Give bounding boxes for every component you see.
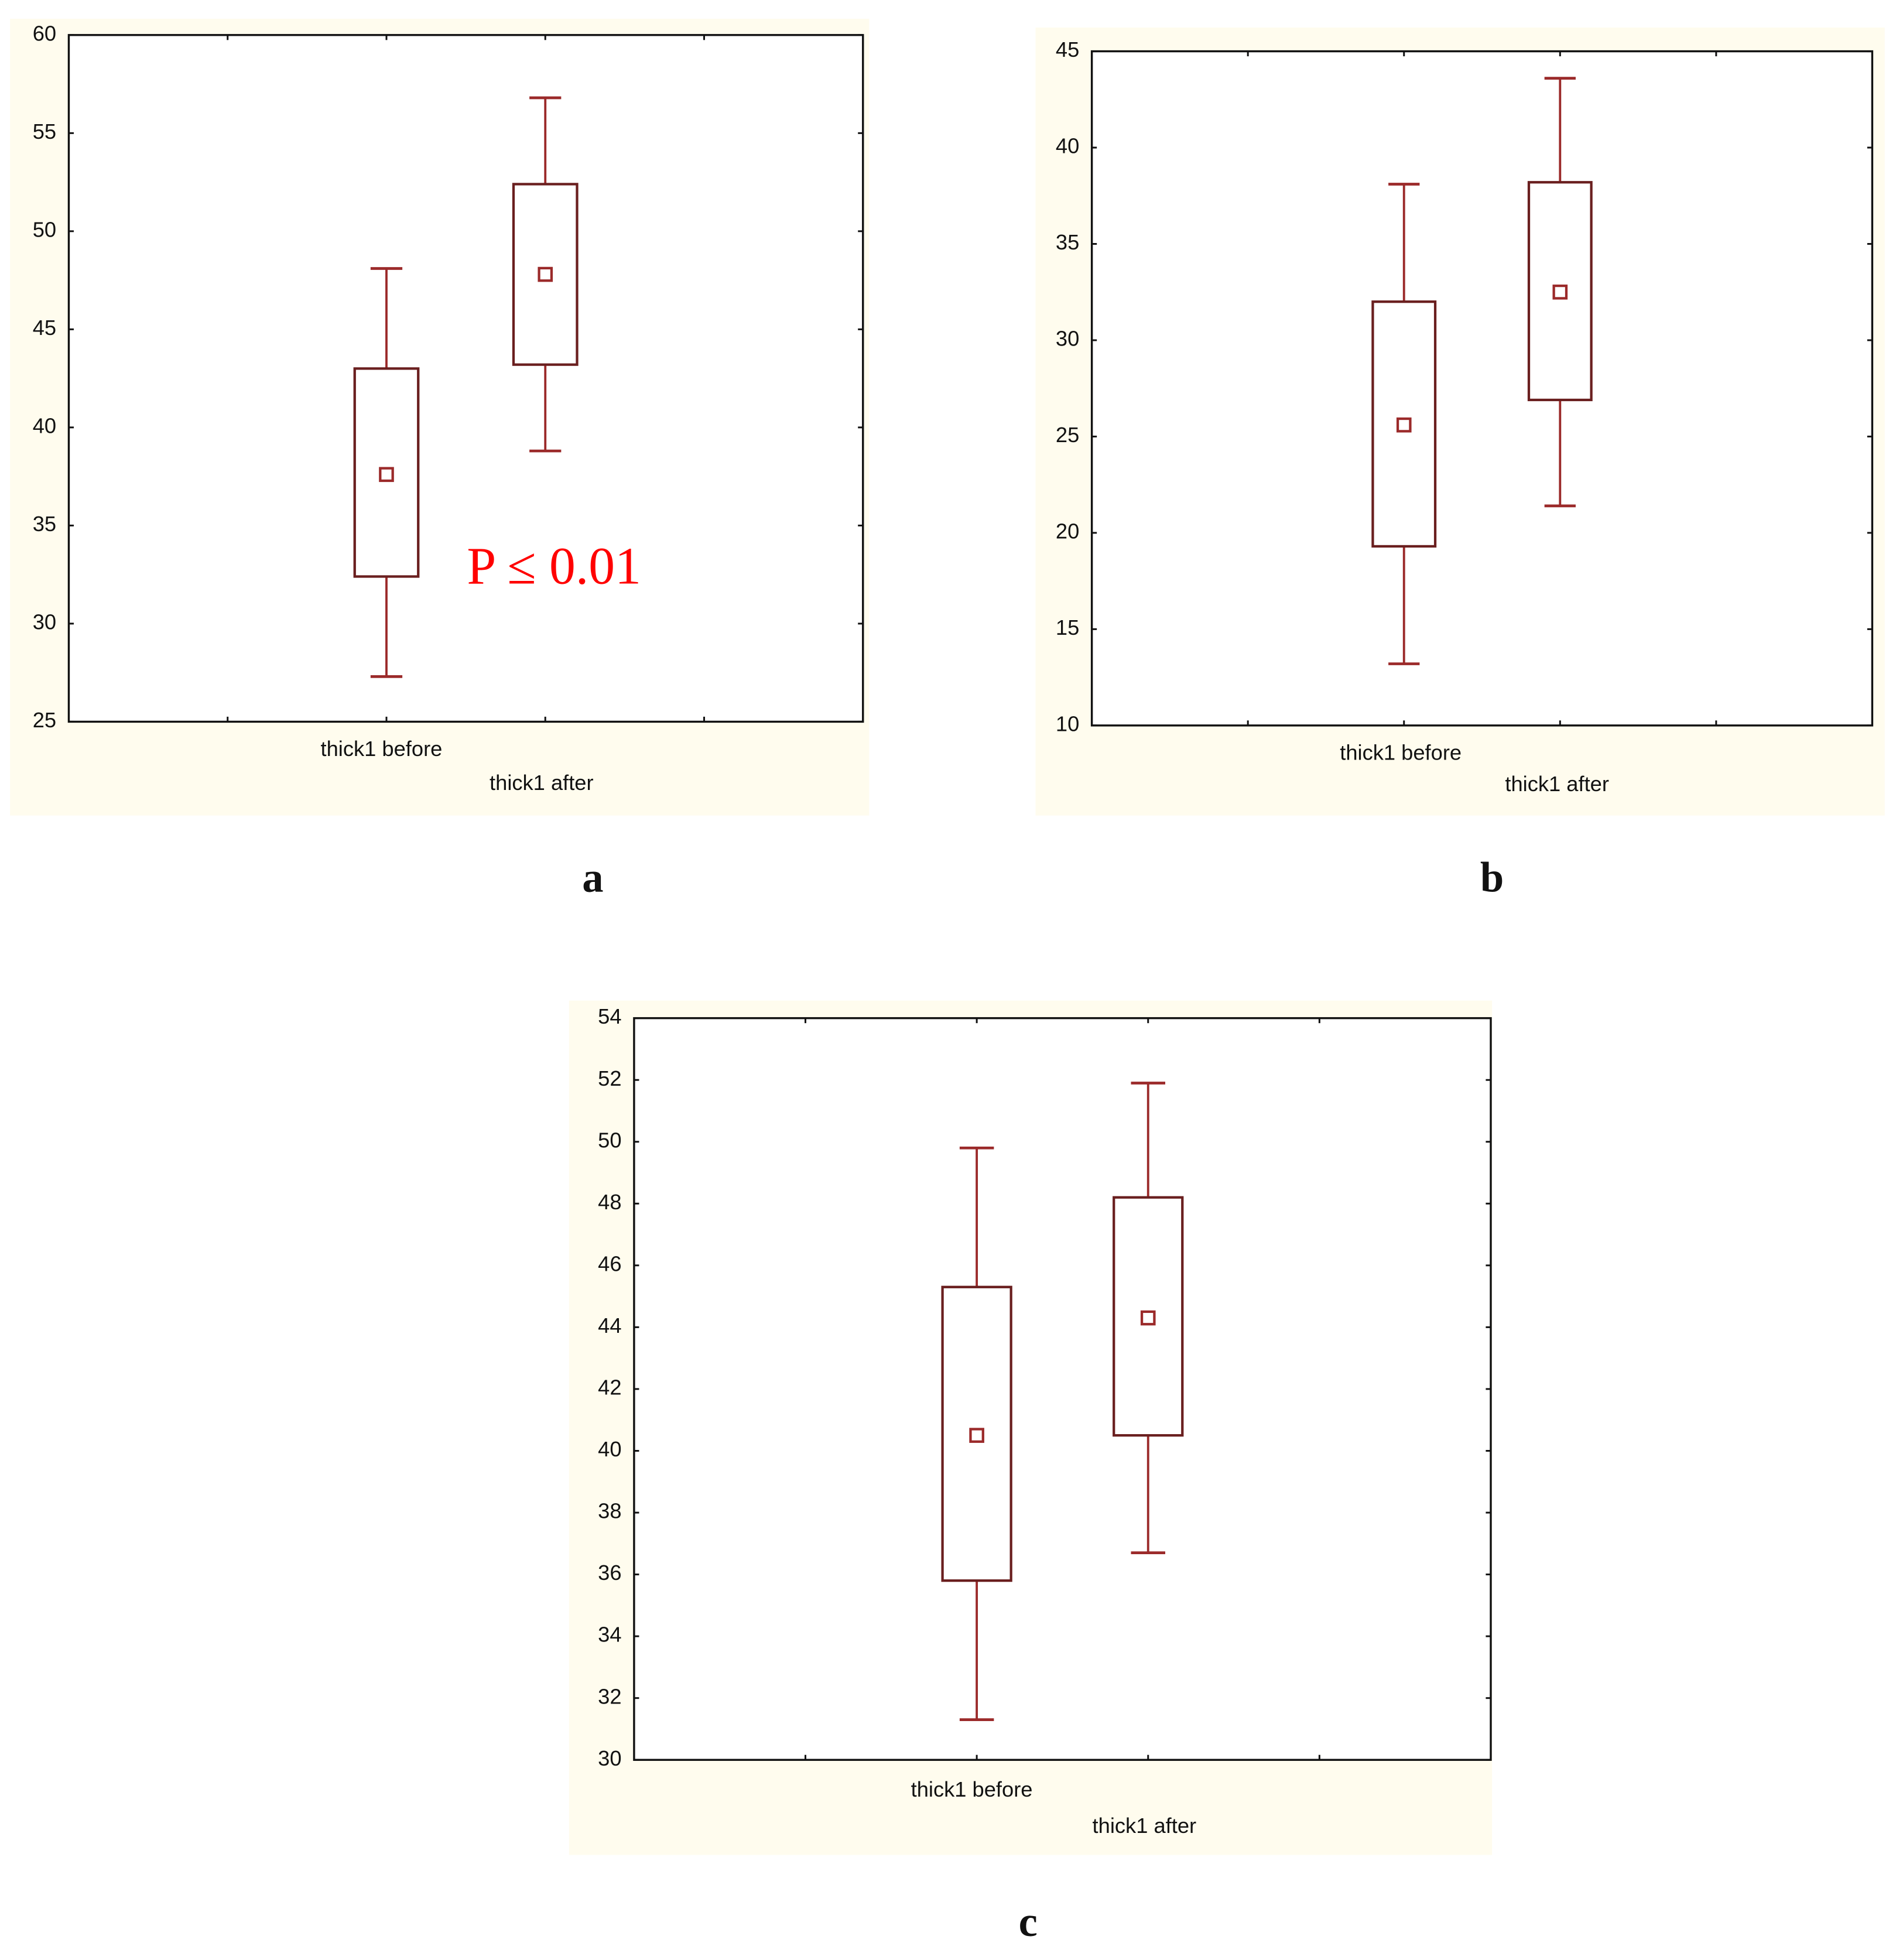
y-tick-label: 48	[598, 1190, 621, 1214]
y-tick-label: 44	[598, 1313, 621, 1338]
plot-area	[67, 34, 864, 723]
mean-marker	[969, 1428, 984, 1443]
y-tick-label: 45	[1056, 37, 1079, 61]
y-tick-label: 15	[1056, 615, 1079, 639]
mean-marker	[538, 266, 553, 282]
y-tick-label: 30	[1056, 327, 1079, 351]
plot-area	[633, 1017, 1492, 1761]
plot-area	[1090, 50, 1874, 727]
y-tick-label: 40	[33, 413, 56, 437]
panel-label: a	[582, 854, 603, 901]
x-tick-label: thick1 before	[321, 737, 443, 761]
y-tick-label: 52	[598, 1066, 621, 1090]
y-tick-label: 50	[598, 1128, 621, 1152]
x-tick-label: thick1 before	[1340, 741, 1462, 765]
y-tick-label: 32	[598, 1684, 621, 1708]
y-tick-label: 10	[1056, 712, 1079, 736]
panel-label: b	[1480, 854, 1504, 901]
y-tick-label: 30	[598, 1746, 621, 1770]
x-tick-label: thick1 before	[911, 1777, 1033, 1801]
panel-label: c	[1019, 1898, 1038, 1945]
y-tick-label: 34	[598, 1623, 621, 1647]
y-tick-label: 38	[598, 1499, 621, 1523]
y-tick-label: 30	[33, 610, 56, 634]
y-tick-label: 40	[598, 1437, 621, 1461]
annotation: P ≤ 0.01	[467, 538, 641, 596]
box	[353, 367, 420, 578]
y-tick-label: 50	[33, 217, 56, 241]
x-tick-label: thick1 after	[490, 771, 594, 795]
mean-marker	[379, 467, 394, 483]
y-tick-label: 42	[598, 1376, 621, 1400]
y-tick-label: 55	[33, 119, 56, 143]
y-tick-label: 35	[33, 512, 56, 536]
y-tick-label: 60	[33, 21, 56, 45]
mean-marker	[1396, 417, 1412, 433]
box	[1371, 300, 1437, 548]
y-tick-label: 54	[598, 1004, 621, 1028]
y-tick-label: 45	[33, 316, 56, 340]
mean-marker	[1140, 1310, 1156, 1326]
box	[1527, 181, 1593, 402]
y-tick-label: 36	[598, 1561, 621, 1585]
y-tick-label: 35	[1056, 230, 1079, 254]
x-tick-label: thick1 after	[1093, 1814, 1197, 1838]
y-tick-label: 46	[598, 1251, 621, 1275]
y-tick-label: 40	[1056, 134, 1079, 158]
x-tick-label: thick1 after	[1505, 772, 1609, 796]
y-tick-label: 25	[1056, 423, 1079, 447]
mean-marker	[1552, 284, 1568, 300]
y-tick-label: 25	[33, 708, 56, 732]
box	[941, 1285, 1012, 1582]
y-tick-label: 20	[1056, 519, 1079, 543]
box	[1113, 1196, 1184, 1437]
box	[512, 183, 579, 366]
